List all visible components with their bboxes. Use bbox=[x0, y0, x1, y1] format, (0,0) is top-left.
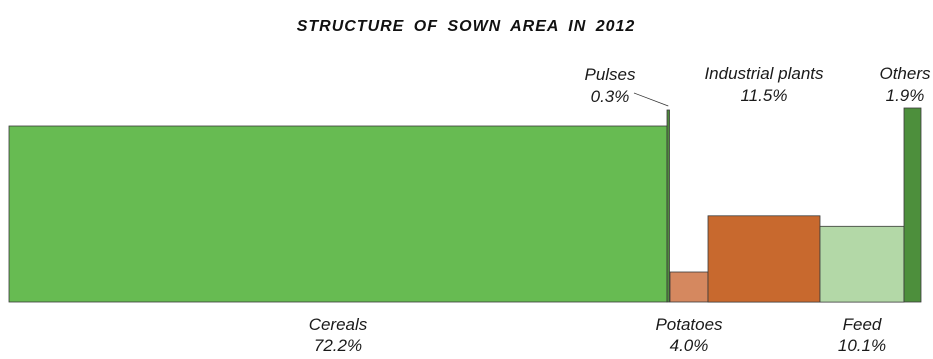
chart-segments bbox=[8, 107, 922, 303]
leader-line-pulses bbox=[633, 92, 669, 107]
label-cereals: Cereals bbox=[309, 315, 368, 334]
value-label-others: 1.9% bbox=[886, 86, 925, 105]
value-label-potatoes: 4.0% bbox=[670, 336, 709, 354]
bar-feed bbox=[819, 225, 905, 303]
value-label-pulses: 0.3% bbox=[591, 87, 630, 106]
chart-labels: Cereals 72.2% Pulses 0.3% Potatoes 4.0% Indust… bbox=[309, 64, 931, 355]
bar-industrial-plants bbox=[707, 215, 821, 303]
label-feed: Feed bbox=[843, 315, 882, 334]
value-label-industrial-plants: 11.5% bbox=[741, 86, 788, 105]
value-label-feed: 10.1% bbox=[838, 336, 886, 354]
bar-cereals bbox=[8, 125, 668, 303]
label-industrial-plants: Industrial plants bbox=[704, 64, 824, 83]
bar-pulses bbox=[666, 109, 670, 303]
chart-title: STRUCTURE OF SOWN AREA IN 2012 bbox=[297, 18, 636, 35]
value-label-cereals: 72.2% bbox=[314, 336, 362, 354]
bar-others bbox=[903, 107, 922, 303]
label-potatoes: Potatoes bbox=[655, 315, 723, 334]
label-pulses: Pulses bbox=[584, 65, 636, 84]
label-others: Others bbox=[879, 64, 931, 83]
bar-potatoes bbox=[669, 271, 709, 303]
